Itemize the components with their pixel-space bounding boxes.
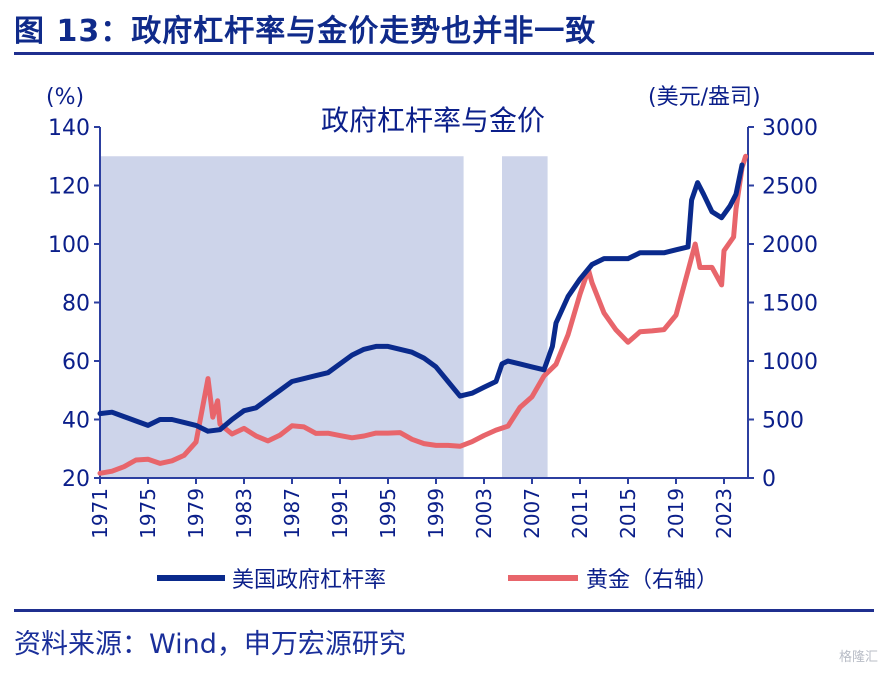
figure-title: 图 13：政府杠杆率与金价走势也并非一致: [14, 14, 597, 49]
x-tick-label: 2007: [520, 488, 544, 539]
x-tick-label: 2015: [616, 488, 640, 539]
x-tick-label: 1979: [184, 488, 208, 539]
legend: 美国政府杠杆率 黄金（右轴）: [157, 568, 718, 593]
x-tick-label: 1999: [424, 488, 448, 539]
watermark: 格隆汇: [838, 650, 878, 665]
left-ticks: 20 40 60 80 100 120 140: [48, 116, 100, 492]
shaded-region-2: [502, 156, 548, 478]
right-ticks: 0 500 1000 1500 2000 2500 3000: [748, 116, 818, 492]
x-tick-label: 2019: [664, 488, 688, 539]
x-tick-label: 2003: [472, 488, 496, 539]
legend-label-leverage: 美国政府杠杆率: [232, 568, 386, 593]
gold-line: [97, 153, 749, 476]
x-tick-label: 1983: [232, 488, 256, 539]
right-tick-label: 2500: [762, 175, 818, 200]
legend-label-gold: 黄金（右轴）: [586, 568, 718, 593]
x-ticks: 1971 1975 1979 1983 1987 1991 1995 1999 2003 2007…: [88, 478, 736, 539]
left-tick-label: 20: [62, 467, 90, 492]
shaded-region-1: [100, 156, 464, 478]
x-tick-label: 1991: [328, 488, 352, 539]
x-tick-label: 2011: [568, 488, 592, 539]
left-tick-label: 120: [48, 175, 90, 200]
source-note: 资料来源：Wind，申万宏源研究: [14, 629, 406, 660]
right-tick-label: 2000: [762, 233, 818, 258]
right-tick-label: 0: [762, 467, 776, 492]
left-tick-label: 40: [62, 409, 90, 434]
x-tick-label: 2023: [712, 488, 736, 539]
leverage-line: [97, 162, 745, 434]
bottom-rule: [14, 609, 874, 612]
left-tick-label: 80: [62, 292, 90, 317]
left-tick-label: 60: [62, 350, 90, 375]
x-tick-label: 1987: [280, 488, 304, 539]
x-tick-label: 1995: [376, 488, 400, 539]
chart-title: 政府杠杆率与金价: [321, 104, 545, 137]
right-tick-label: 1000: [762, 350, 818, 375]
right-tick-label: 3000: [762, 116, 818, 141]
left-tick-label: 100: [48, 233, 90, 258]
left-tick-label: 140: [48, 116, 90, 141]
right-tick-label: 1500: [762, 292, 818, 317]
x-tick-label: 1971: [88, 488, 112, 539]
left-axis-unit: (%): [46, 85, 84, 110]
x-tick-label: 1975: [136, 488, 160, 539]
right-tick-label: 500: [762, 409, 804, 434]
top-rule: [14, 52, 874, 55]
right-axis-unit: (美元/盎司): [648, 85, 761, 110]
shaded-regions: [100, 156, 548, 478]
